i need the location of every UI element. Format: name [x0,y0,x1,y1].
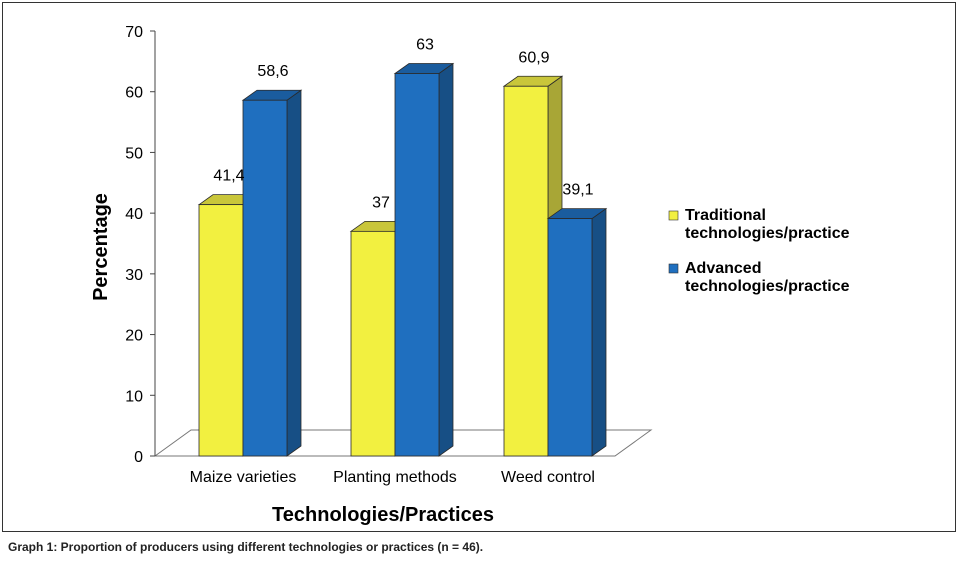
y-tick-label: 20 [125,328,143,345]
bar-front [394,73,440,457]
bar-side [438,62,454,457]
chart-frame: 0 10 20 30 40 50 60 70 41,4 58,6 37 63 60,9 39,1 Mai… [2,2,956,532]
legend-label: Traditional [685,207,766,224]
legend-swatch [668,210,679,221]
y-tick-label: 40 [125,206,143,223]
figure-caption: Graph 1: Proportion of producers using d… [8,540,484,554]
y-tick-label: 10 [125,388,143,405]
bar-front [242,99,288,457]
bar-front [547,218,593,457]
bar-front [503,85,549,457]
bars [197,62,608,457]
legend-swatch [668,263,679,274]
data-label: 63 [416,37,434,54]
legend: Traditionaltechnologies/practiceAdvanced… [668,207,850,295]
bar-front [198,204,244,457]
y-tick-label: 70 [125,24,143,41]
data-label: 60,9 [518,49,549,66]
y-tick-label: 60 [125,85,143,102]
data-label: 58,6 [257,63,288,80]
bar-side [286,89,302,457]
x-tick-label: Weed control [501,469,595,486]
y-axis: 0 10 20 30 40 50 60 70 [125,24,156,466]
data-label: 37 [372,194,390,211]
y-axis-title: Percentage [90,193,112,301]
legend-label: technologies/practice [685,278,850,295]
legend-label: technologies/practice [685,225,850,242]
bar [241,89,303,457]
bar-front [350,230,396,457]
x-tick-label: Maize varieties [190,469,297,486]
legend-label: Advanced [685,260,761,277]
y-tick-label: 30 [125,267,143,284]
x-tick-label: Planting methods [333,469,457,486]
bar-side [591,207,607,457]
data-label: 41,4 [213,168,244,185]
x-axis: Maize varieties Planting methods Weed cont… [190,469,595,486]
y-tick-label: 0 [134,449,143,466]
bar [393,62,455,457]
data-label: 39,1 [562,182,593,199]
bar-chart: 0 10 20 30 40 50 60 70 41,4 58,6 37 63 60,9 39,1 Mai… [90,24,850,526]
y-tick-label: 50 [125,145,143,162]
data-labels: 41,4 58,6 37 63 60,9 39,1 [213,37,593,212]
bar [546,207,608,457]
x-axis-title: Technologies/Practices [272,504,494,526]
